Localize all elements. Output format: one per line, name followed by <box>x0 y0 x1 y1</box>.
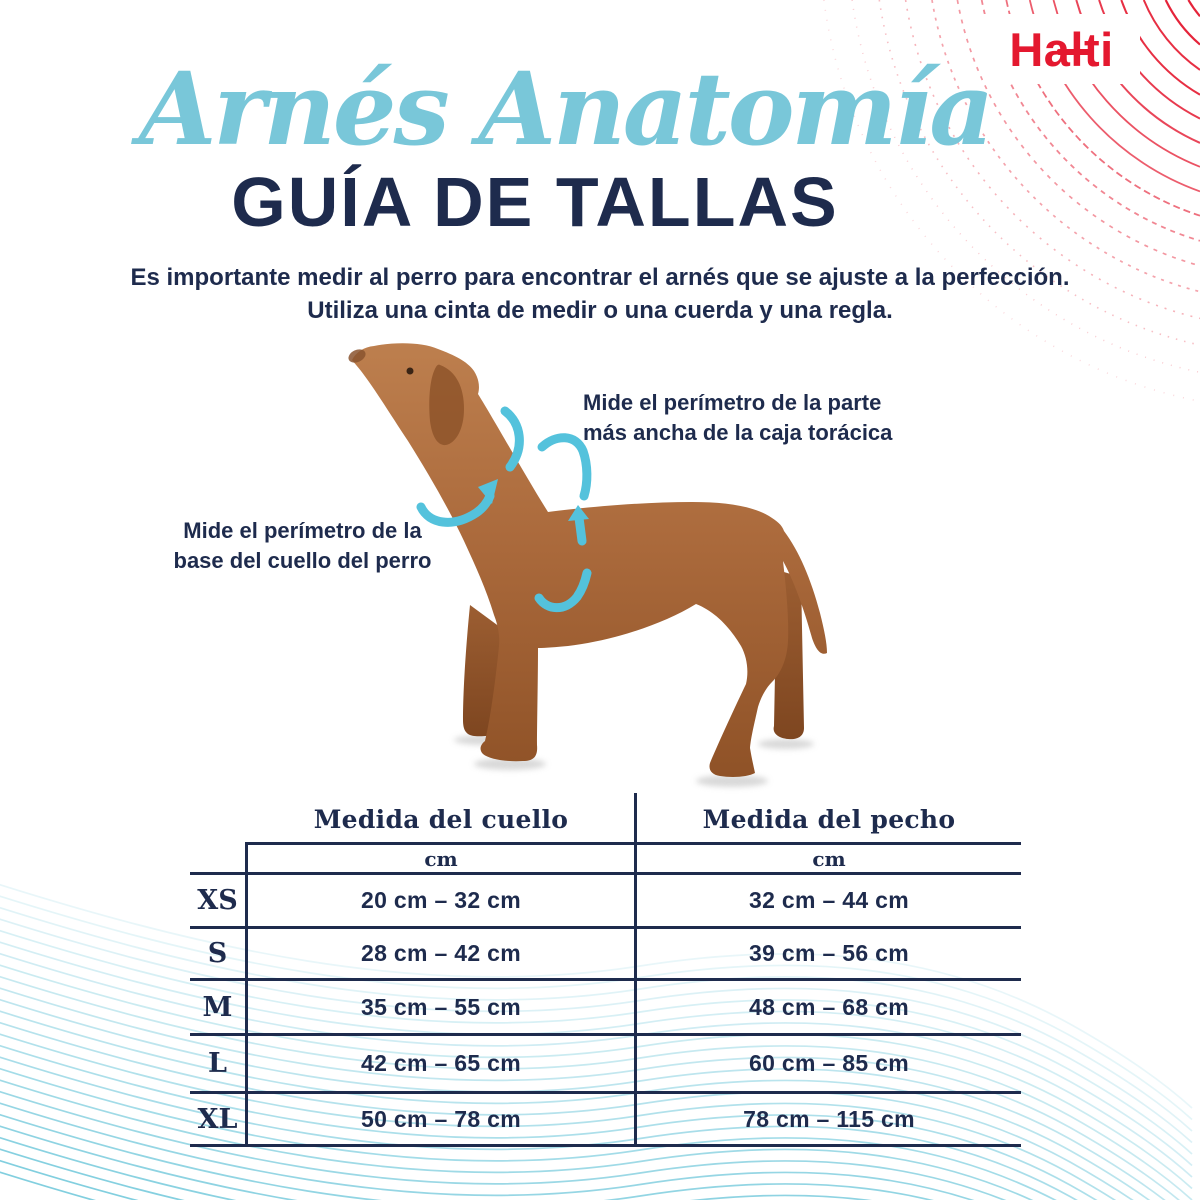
product-title-script: Arnés Anatomía <box>138 50 994 168</box>
table-left-divider <box>245 842 248 1147</box>
size-table: Medida del cuello Medida del pecho cm cm… <box>190 793 1021 1147</box>
dog-ear <box>429 364 464 446</box>
table-bottom-rule <box>190 1144 1021 1147</box>
size-label-l: L <box>208 1048 227 1079</box>
chest-value-xs: 32 cm – 44 cm <box>749 887 909 913</box>
neck-value-xs: 20 cm – 32 cm <box>361 887 521 913</box>
neck-value-l: 42 cm – 65 cm <box>361 1050 521 1076</box>
size-label-xs: XS <box>197 885 238 916</box>
neck-value-m: 35 cm – 55 cm <box>361 993 521 1020</box>
halti-logo-crossbar <box>1057 49 1091 55</box>
size-label-s: S <box>207 938 228 969</box>
dog-measurement-diagram <box>280 335 900 805</box>
table-center-divider <box>634 793 637 1147</box>
chest-note-line-2: más ancha de la caja torácica <box>583 420 893 445</box>
size-label-xl: XL <box>197 1103 238 1135</box>
chest-unit-header: cm <box>812 846 846 871</box>
chest-value-s: 39 cm – 56 cm <box>749 940 909 966</box>
chest-value-xl: 78 cm – 115 cm <box>743 1105 915 1132</box>
size-label-m: M <box>202 991 233 1023</box>
neck-note-line-1: Mide el perímetro de la <box>183 518 422 543</box>
page-title: GUÍA DE TALLAS <box>231 163 839 241</box>
neck-value-s: 28 cm – 42 cm <box>361 940 521 966</box>
neck-value-xl: 50 cm – 78 cm <box>361 1105 521 1132</box>
table-row-rule-1 <box>190 926 1021 929</box>
table-row-rule-2 <box>190 978 1021 981</box>
table-row-rule-3 <box>190 1033 1021 1036</box>
chest-arrowhead <box>568 505 589 521</box>
neck-measure-arrow <box>416 406 524 527</box>
dog-eye <box>406 367 414 375</box>
neck-column-header: Medida del cuello <box>313 805 569 834</box>
intro-line-1: Es importante medir al perro para encont… <box>130 264 1070 291</box>
neck-unit-header: cm <box>424 846 458 871</box>
neck-measure-note: Mide el perímetro de la base del cuello … <box>155 516 450 576</box>
neck-arrowhead <box>478 479 498 504</box>
intro-line-2: Utiliza una cinta de medir o una cuerda … <box>307 297 893 324</box>
intro-text: Es importante medir al perro para encont… <box>0 261 1200 327</box>
chest-note-line-1: Mide el perímetro de la parte <box>583 390 882 415</box>
table-unit-rule <box>190 872 1021 875</box>
chest-value-m: 48 cm – 68 cm <box>749 993 909 1020</box>
chest-measure-note: Mide el perímetro de la parte más ancha … <box>583 388 892 448</box>
dog-illustration <box>348 343 827 787</box>
table-header-rule <box>245 842 1021 845</box>
chest-value-l: 60 cm – 85 cm <box>749 1050 909 1076</box>
dog-nose <box>348 349 366 363</box>
chest-column-header: Medida del pecho <box>702 805 956 834</box>
neck-note-line-2: base del cuello del perro <box>173 548 432 573</box>
halti-logo: Halti <box>983 14 1140 84</box>
dog-body <box>352 343 827 777</box>
